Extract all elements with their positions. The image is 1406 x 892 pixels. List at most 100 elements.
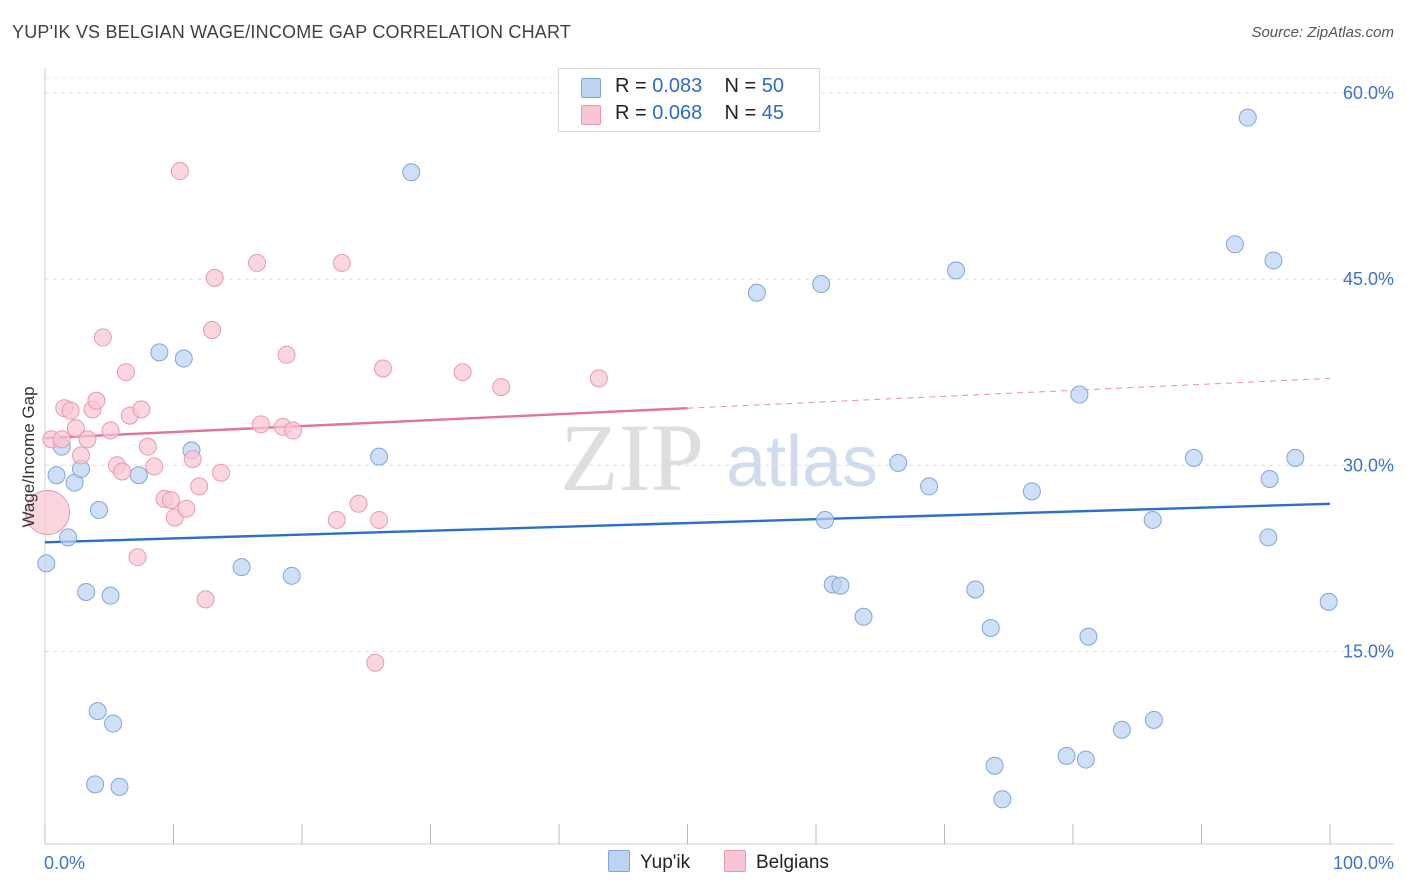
yupik-point [1070, 385, 1089, 404]
axes [44, 68, 1394, 845]
yupik-point [1112, 720, 1131, 739]
belgian-point [138, 437, 157, 456]
bottom-legend-swatch-belgians [724, 850, 746, 872]
belgian-point [128, 548, 147, 567]
yupik-point [966, 580, 985, 599]
belgian-point [205, 268, 224, 287]
legend-r-label: R = [615, 102, 647, 124]
data-points [25, 108, 1338, 809]
yupik-point [1259, 528, 1278, 547]
belgian-point [212, 463, 231, 482]
belgian-point [170, 162, 189, 181]
belgian-point [161, 491, 180, 510]
yupik-point [831, 576, 850, 595]
belgian-point [61, 401, 80, 420]
y-tick-label: 60.0% [1343, 83, 1394, 103]
yupik-point [1319, 592, 1338, 611]
belgian-point [370, 510, 389, 529]
yupik-point [947, 261, 966, 280]
belgian-point [66, 419, 85, 438]
belgian-point [87, 391, 106, 410]
belgian-point [93, 328, 112, 347]
belgian-point [25, 489, 71, 535]
belgian-point [284, 421, 303, 440]
yupik-point [77, 582, 96, 601]
belgian-point [203, 320, 222, 339]
yupik-point [854, 607, 873, 626]
legend: R = 0.083 N = 50 R = 0.068 N = 45 [558, 68, 820, 132]
belgian-trend-line [44, 406, 688, 440]
belgian-point [277, 345, 296, 364]
yupik-point [150, 343, 169, 362]
yupik-point [985, 756, 1004, 775]
yupik-point [889, 453, 908, 472]
yupik-point [59, 528, 78, 547]
yupik-point [1184, 448, 1203, 467]
belgian-point [190, 477, 209, 496]
yupik-point [86, 775, 105, 794]
yupik-point [37, 554, 56, 573]
yupik-point [1260, 469, 1279, 488]
watermark-zip: ZIP [560, 404, 704, 511]
legend-n-value: 45 [761, 102, 785, 124]
bottom-legend-yupik: Yup'ik [608, 850, 690, 874]
yupik-point [1057, 746, 1076, 765]
belgian-point [71, 446, 90, 465]
belgian-point [52, 430, 71, 449]
trend-lines [44, 377, 1331, 544]
bottom-legend-belgians: Belgians [724, 850, 829, 874]
yupik-point [174, 349, 193, 368]
yupik-point [920, 477, 939, 496]
legend-swatch-yupik [581, 78, 601, 98]
yupik-point [993, 790, 1012, 809]
belgian-point [132, 400, 151, 419]
legend-r-value: 0.083 [652, 75, 703, 97]
yupik-point [1143, 510, 1162, 529]
belgian-point [366, 653, 385, 672]
belgian-point [492, 378, 511, 397]
source-label: Source: ZipAtlas.com [1251, 24, 1394, 41]
yupik-trend-line [44, 502, 1331, 544]
belgian-point [196, 590, 215, 609]
yupik-point [1076, 750, 1095, 769]
belgian-point [248, 253, 267, 272]
belgian-point [177, 499, 196, 518]
legend-n-label: N = [724, 75, 757, 97]
belgian-point [78, 430, 97, 449]
yupik-point [1264, 251, 1283, 270]
yupik-point [89, 501, 108, 520]
y-tick-label: 15.0% [1343, 642, 1394, 662]
belgian-point [145, 457, 164, 476]
yupik-point [812, 275, 831, 294]
yupik-point [129, 466, 148, 485]
y-tick-labels: 15.0% 30.0% 45.0% 60.0% [1343, 83, 1394, 662]
y-tick-label: 45.0% [1343, 269, 1394, 289]
yupik-point [88, 702, 107, 721]
legend-n-value: 50 [761, 75, 785, 97]
legend-n-label: N = [724, 102, 757, 124]
yupik-point [1225, 235, 1244, 254]
belgian-point [101, 421, 120, 440]
bottom-legend-swatch-yupik [608, 850, 630, 872]
yupik-point [1022, 482, 1041, 501]
y-tick-label: 30.0% [1343, 455, 1394, 475]
yupik-point [1286, 448, 1305, 467]
yupik-point [47, 466, 66, 485]
yupik-point [1238, 108, 1257, 127]
yupik-point [1079, 627, 1098, 646]
x-tick-label-right: 100.0% [1333, 853, 1394, 873]
belgian-point [349, 494, 368, 513]
yupik-point [282, 566, 301, 585]
yupik-point [981, 618, 1000, 637]
belgian-point [332, 253, 351, 272]
legend-swatch-belgians [581, 105, 601, 125]
bottom-legend-label-yupik: Yup'ik [640, 852, 691, 873]
belgian-point [113, 462, 132, 481]
watermark: ZIP atlas [560, 404, 878, 511]
yupik-point [232, 558, 251, 577]
chart-title: YUP'IK VS BELGIAN WAGE/INCOME GAP CORREL… [12, 22, 572, 42]
yupik-point [1144, 710, 1163, 729]
legend-r-value: 0.068 [652, 102, 703, 124]
x-tick-label-left: 0.0% [44, 853, 85, 873]
legend-r-label: R = [615, 75, 647, 97]
